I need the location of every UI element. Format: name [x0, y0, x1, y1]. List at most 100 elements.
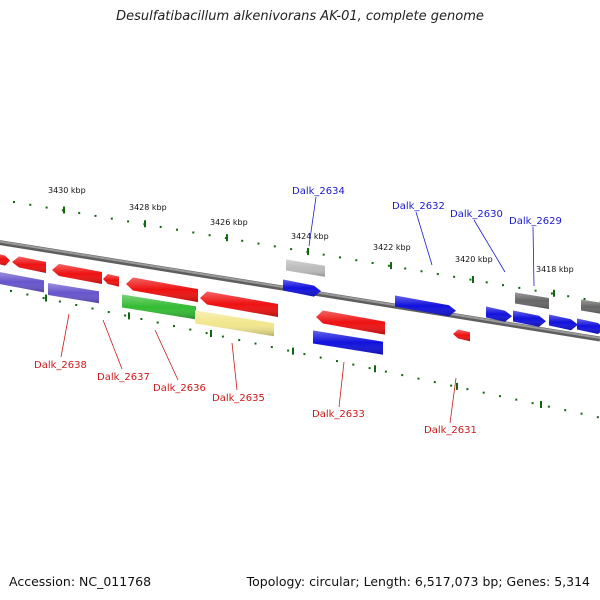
tick-minor — [583, 297, 586, 300]
tick-major — [472, 276, 474, 284]
gene-label[interactable]: Dalk_2633 — [312, 409, 365, 420]
tick-minor — [238, 339, 241, 342]
tick-minor — [352, 363, 355, 366]
bottom-leader-lines — [60, 313, 457, 424]
tick-minor — [580, 412, 583, 415]
gene-arrow-shading — [52, 264, 102, 284]
tick-minor — [127, 220, 130, 223]
tick-minor — [550, 292, 553, 295]
tick-major — [144, 220, 146, 228]
tick-major — [374, 365, 376, 373]
tick-minor — [156, 321, 159, 324]
tick-minor — [387, 264, 390, 267]
tick-minor — [368, 367, 371, 370]
gene-label[interactable]: Dalk_2629 — [509, 216, 562, 227]
kbp-ruler: 3430 kbp 3428 kbp 3426 kbp 3424 kbp 3422… — [48, 186, 574, 274]
tick-minor — [273, 245, 276, 248]
tick-minor — [241, 239, 244, 242]
tick-minor — [107, 311, 110, 314]
tick-minor — [287, 349, 290, 352]
kbp-label: 3418 kbp — [536, 265, 574, 274]
kbp-label: 3420 kbp — [455, 255, 493, 264]
gene-arrow-shading — [313, 330, 383, 355]
gene-arrow-shading — [122, 294, 196, 320]
gene-label[interactable]: Dalk_2630 — [450, 209, 503, 220]
tick-minor — [355, 259, 358, 262]
tick-minor — [404, 267, 407, 270]
tick-minor — [502, 284, 504, 287]
tick-minor — [401, 374, 404, 377]
tick-minor — [110, 217, 113, 220]
gene-arrow-shading — [0, 254, 10, 266]
kbp-label: 3428 kbp — [129, 203, 167, 212]
tick-minor — [58, 300, 61, 303]
tick-minor — [518, 286, 521, 289]
top-leader-lines — [308, 196, 535, 287]
tick-minor — [433, 381, 436, 384]
tick-minor — [189, 328, 192, 331]
tick-minor — [303, 353, 306, 356]
tick-minor — [319, 356, 322, 359]
gene-arrow-shading — [48, 283, 99, 304]
tick-major — [292, 347, 294, 355]
tick-major — [226, 234, 228, 242]
tick-minor — [596, 416, 599, 419]
gene-arrow-shading — [283, 279, 321, 297]
tick-minor — [531, 402, 534, 405]
gene-arrow-shading — [286, 259, 325, 277]
tick-minor — [176, 228, 178, 231]
gene-label[interactable]: Dalk_2635 — [212, 393, 265, 404]
tick-major — [45, 294, 47, 302]
map-title: Desulfatibacillum alkenivorans AK-01, co… — [116, 9, 484, 24]
tick-minor — [61, 209, 64, 212]
gene-arrow-shading — [12, 256, 46, 273]
tick-minor — [173, 325, 175, 328]
tick-minor — [159, 225, 162, 228]
gene-arrow-shading — [200, 291, 278, 317]
tick-minor — [140, 318, 143, 321]
tick-minor — [567, 295, 570, 298]
tick-minor — [45, 206, 48, 209]
tick-minor — [420, 270, 423, 273]
tick-minor — [371, 261, 374, 264]
tick-minor — [254, 342, 257, 345]
tick-minor — [13, 201, 15, 203]
gene-label[interactable]: Dalk_2638 — [34, 360, 87, 371]
kbp-label: 3422 kbp — [373, 243, 411, 252]
topology-text: Topology: circular; Length: 6,517,073 bp… — [246, 574, 590, 589]
gene-label[interactable]: Dalk_2636 — [153, 383, 206, 394]
tick-minor — [91, 307, 94, 310]
gene-arrow-shading — [581, 299, 600, 314]
tick-minor — [10, 290, 12, 292]
gene-label[interactable]: Dalk_2637 — [97, 372, 150, 383]
tick-minor — [384, 370, 387, 373]
gene-label[interactable]: Dalk_2631 — [424, 425, 477, 436]
gene-arrow-shading — [515, 292, 549, 309]
tick-minor — [436, 273, 439, 276]
tick-minor — [547, 405, 550, 408]
tick-minor — [290, 248, 293, 251]
kbp-label: 3424 kbp — [291, 232, 329, 241]
tick-minor — [75, 304, 78, 307]
gene-arrow-shading — [453, 329, 470, 342]
gene-arrow-shading — [486, 306, 512, 322]
gene-arrow-shading — [195, 310, 274, 337]
tick-minor — [499, 395, 501, 398]
tick-minor — [466, 388, 469, 391]
gene-arrow-shading — [395, 295, 456, 317]
tick-minor — [534, 289, 537, 292]
tick-major — [553, 289, 555, 297]
gene-arrow-shading — [126, 277, 198, 303]
inner-tick-track — [10, 290, 599, 419]
tick-major — [307, 247, 309, 255]
gene-arrow-shading — [316, 310, 385, 335]
gene-label[interactable]: Dalk_2634 — [292, 186, 345, 197]
tick-major — [63, 206, 65, 214]
tick-minor — [469, 278, 472, 281]
gene-arrow-shading — [0, 272, 44, 293]
gene-label[interactable]: Dalk_2632 — [392, 201, 445, 212]
tick-major — [390, 262, 392, 270]
tick-minor — [482, 391, 485, 394]
tick-minor — [450, 384, 453, 387]
